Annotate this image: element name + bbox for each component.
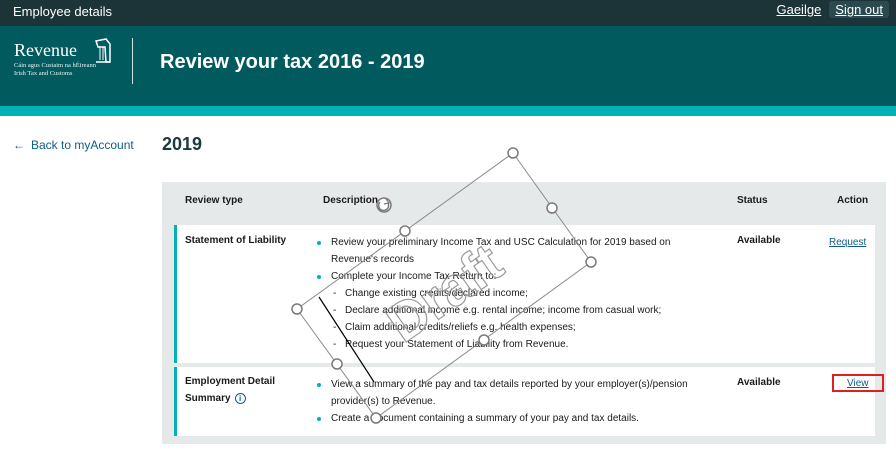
list-item-continuation: provider(s) to Revenue. [331,396,436,407]
list-item: View a summary of the pay and tax detail… [315,376,688,393]
info-icon[interactable]: i [234,393,246,404]
year-heading: 2019 [162,134,203,154]
table-row-statement-of-liability: Statement of Liability Review your preli… [174,225,875,363]
language-link[interactable]: Gaeilge [776,2,822,17]
revenue-logo[interactable]: Revenue Cáin agus Custaim na hÉireann Ir… [14,38,129,90]
logo-subtitle-irish: Cáin agus Custaim na hÉireann [14,62,96,69]
column-header-description: Description [323,195,379,206]
statement-description: Review your preliminary Income Tax and U… [315,234,670,353]
accent-stripe [0,106,896,116]
status-badge: Available [737,377,781,388]
header-divider [132,38,133,84]
column-header-review-type: Review type [185,195,243,206]
sub-list-item: Change existing credits/declared income; [315,285,670,302]
back-to-myaccount-link[interactable]: ← Back to myAccount [13,138,134,152]
list-item-continuation: Revenue's records [331,254,415,265]
logo-wordmark: Revenue [14,40,77,60]
column-header-status: Status [737,195,768,206]
column-header-action: Action [837,195,869,206]
harp-icon [95,38,111,63]
sub-list-item: Declare additional income e.g. rental in… [315,302,670,319]
status-badge: Available [737,235,781,246]
employment-summary-description: View a summary of the pay and tax detail… [315,376,688,427]
logo-subtitle-english: Irish Tax and Customs [14,70,73,77]
sub-list-item: Request your Statement of Liability from… [315,336,670,353]
review-type-employment-summary: Employment Detail Summary i [185,373,275,407]
top-bar-links: Gaeilge Sign out [776,1,889,18]
review-type-statement: Statement of Liability [185,235,287,246]
request-link[interactable]: Request [829,237,867,248]
table-row-employment-detail-summary: Employment Detail Summary i View a summar… [174,367,884,436]
review-type-line-1: Employment Detail [185,376,276,387]
arrow-left-icon: ← [13,138,25,152]
list-item: Complete your Income Tax Return to: [315,268,670,285]
top-bar: Employee details Gaeilge Sign out [0,0,896,26]
resize-handle[interactable] [507,147,519,159]
site-header: Revenue Cáin agus Custaim na hÉireann Ir… [0,26,896,106]
view-link-highlight [832,374,884,392]
app-label: Employee details [13,4,112,19]
sub-list-item: Claim additional credits/reliefs e.g. he… [315,319,670,336]
sign-out-button[interactable]: Sign out [829,1,889,18]
list-item: Review your preliminary Income Tax and U… [315,234,670,251]
view-link[interactable]: View [847,378,869,389]
review-type-line-2: Summary i [185,390,275,407]
list-item: Create a document containing a summary o… [315,410,688,427]
review-table: Review type Description Status Action St… [162,182,886,444]
back-link-label: Back to myAccount [31,138,134,152]
page-title: Review your tax 2016 - 2019 [160,51,425,73]
